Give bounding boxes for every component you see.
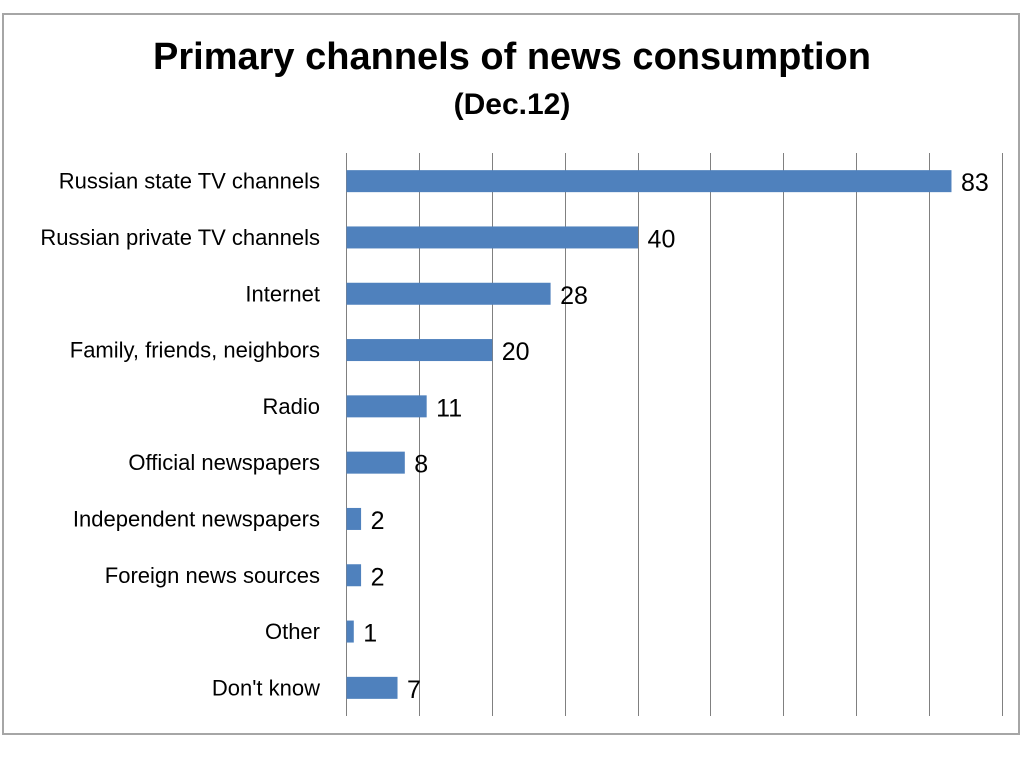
- bar: [346, 282, 551, 305]
- bar: [346, 339, 493, 362]
- category-label: Other: [265, 619, 320, 644]
- bar: [346, 676, 398, 699]
- data-label: 2: [371, 507, 385, 535]
- bar: [346, 620, 354, 643]
- data-label: 2: [371, 563, 385, 591]
- data-label: 40: [648, 225, 676, 253]
- data-label: 20: [502, 338, 530, 366]
- category-label: Radio: [263, 394, 320, 419]
- category-label: Russian private TV channels: [40, 225, 320, 250]
- chart-subtitle: (Dec.12): [453, 88, 571, 121]
- category-label: Family, friends, neighbors: [70, 338, 320, 363]
- category-label: Don't know: [212, 675, 320, 700]
- data-label: 8: [414, 451, 428, 479]
- data-label: 83: [961, 169, 989, 197]
- chart-frame: [2, 13, 1020, 735]
- bar: [346, 395, 427, 418]
- chart-title: Primary channels of news consumption: [153, 36, 871, 78]
- category-label: Independent newspapers: [73, 506, 320, 531]
- bar: [346, 564, 362, 587]
- bar: [346, 226, 639, 249]
- bar: [346, 170, 952, 193]
- data-label: 11: [436, 394, 462, 422]
- data-label: 7: [407, 676, 421, 704]
- bar: [346, 451, 405, 474]
- category-label: Foreign news sources: [105, 563, 320, 588]
- data-label: 28: [560, 282, 588, 310]
- category-label: Official newspapers: [128, 450, 320, 475]
- data-label: 1: [363, 620, 377, 648]
- category-label: Internet: [245, 281, 320, 306]
- bar: [346, 507, 362, 530]
- category-label: Russian state TV channels: [59, 169, 320, 194]
